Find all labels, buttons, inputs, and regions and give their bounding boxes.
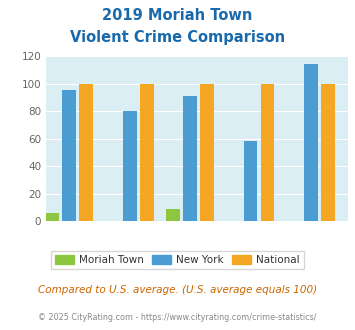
- Bar: [321, 83, 335, 221]
- Bar: [62, 90, 76, 221]
- Bar: [166, 209, 180, 221]
- Text: Compared to U.S. average. (U.S. average equals 100): Compared to U.S. average. (U.S. average …: [38, 285, 317, 295]
- Bar: [123, 111, 137, 221]
- Bar: [45, 213, 59, 221]
- Legend: Moriah Town, New York, National: Moriah Town, New York, National: [51, 251, 304, 269]
- Text: © 2025 CityRating.com - https://www.cityrating.com/crime-statistics/: © 2025 CityRating.com - https://www.city…: [38, 314, 317, 322]
- Bar: [244, 141, 257, 221]
- Bar: [261, 83, 274, 221]
- Bar: [183, 96, 197, 221]
- Bar: [200, 83, 214, 221]
- Text: Violent Crime Comparison: Violent Crime Comparison: [70, 30, 285, 45]
- Bar: [304, 64, 318, 221]
- Bar: [140, 83, 154, 221]
- Text: 2019 Moriah Town: 2019 Moriah Town: [102, 8, 253, 23]
- Bar: [80, 83, 93, 221]
